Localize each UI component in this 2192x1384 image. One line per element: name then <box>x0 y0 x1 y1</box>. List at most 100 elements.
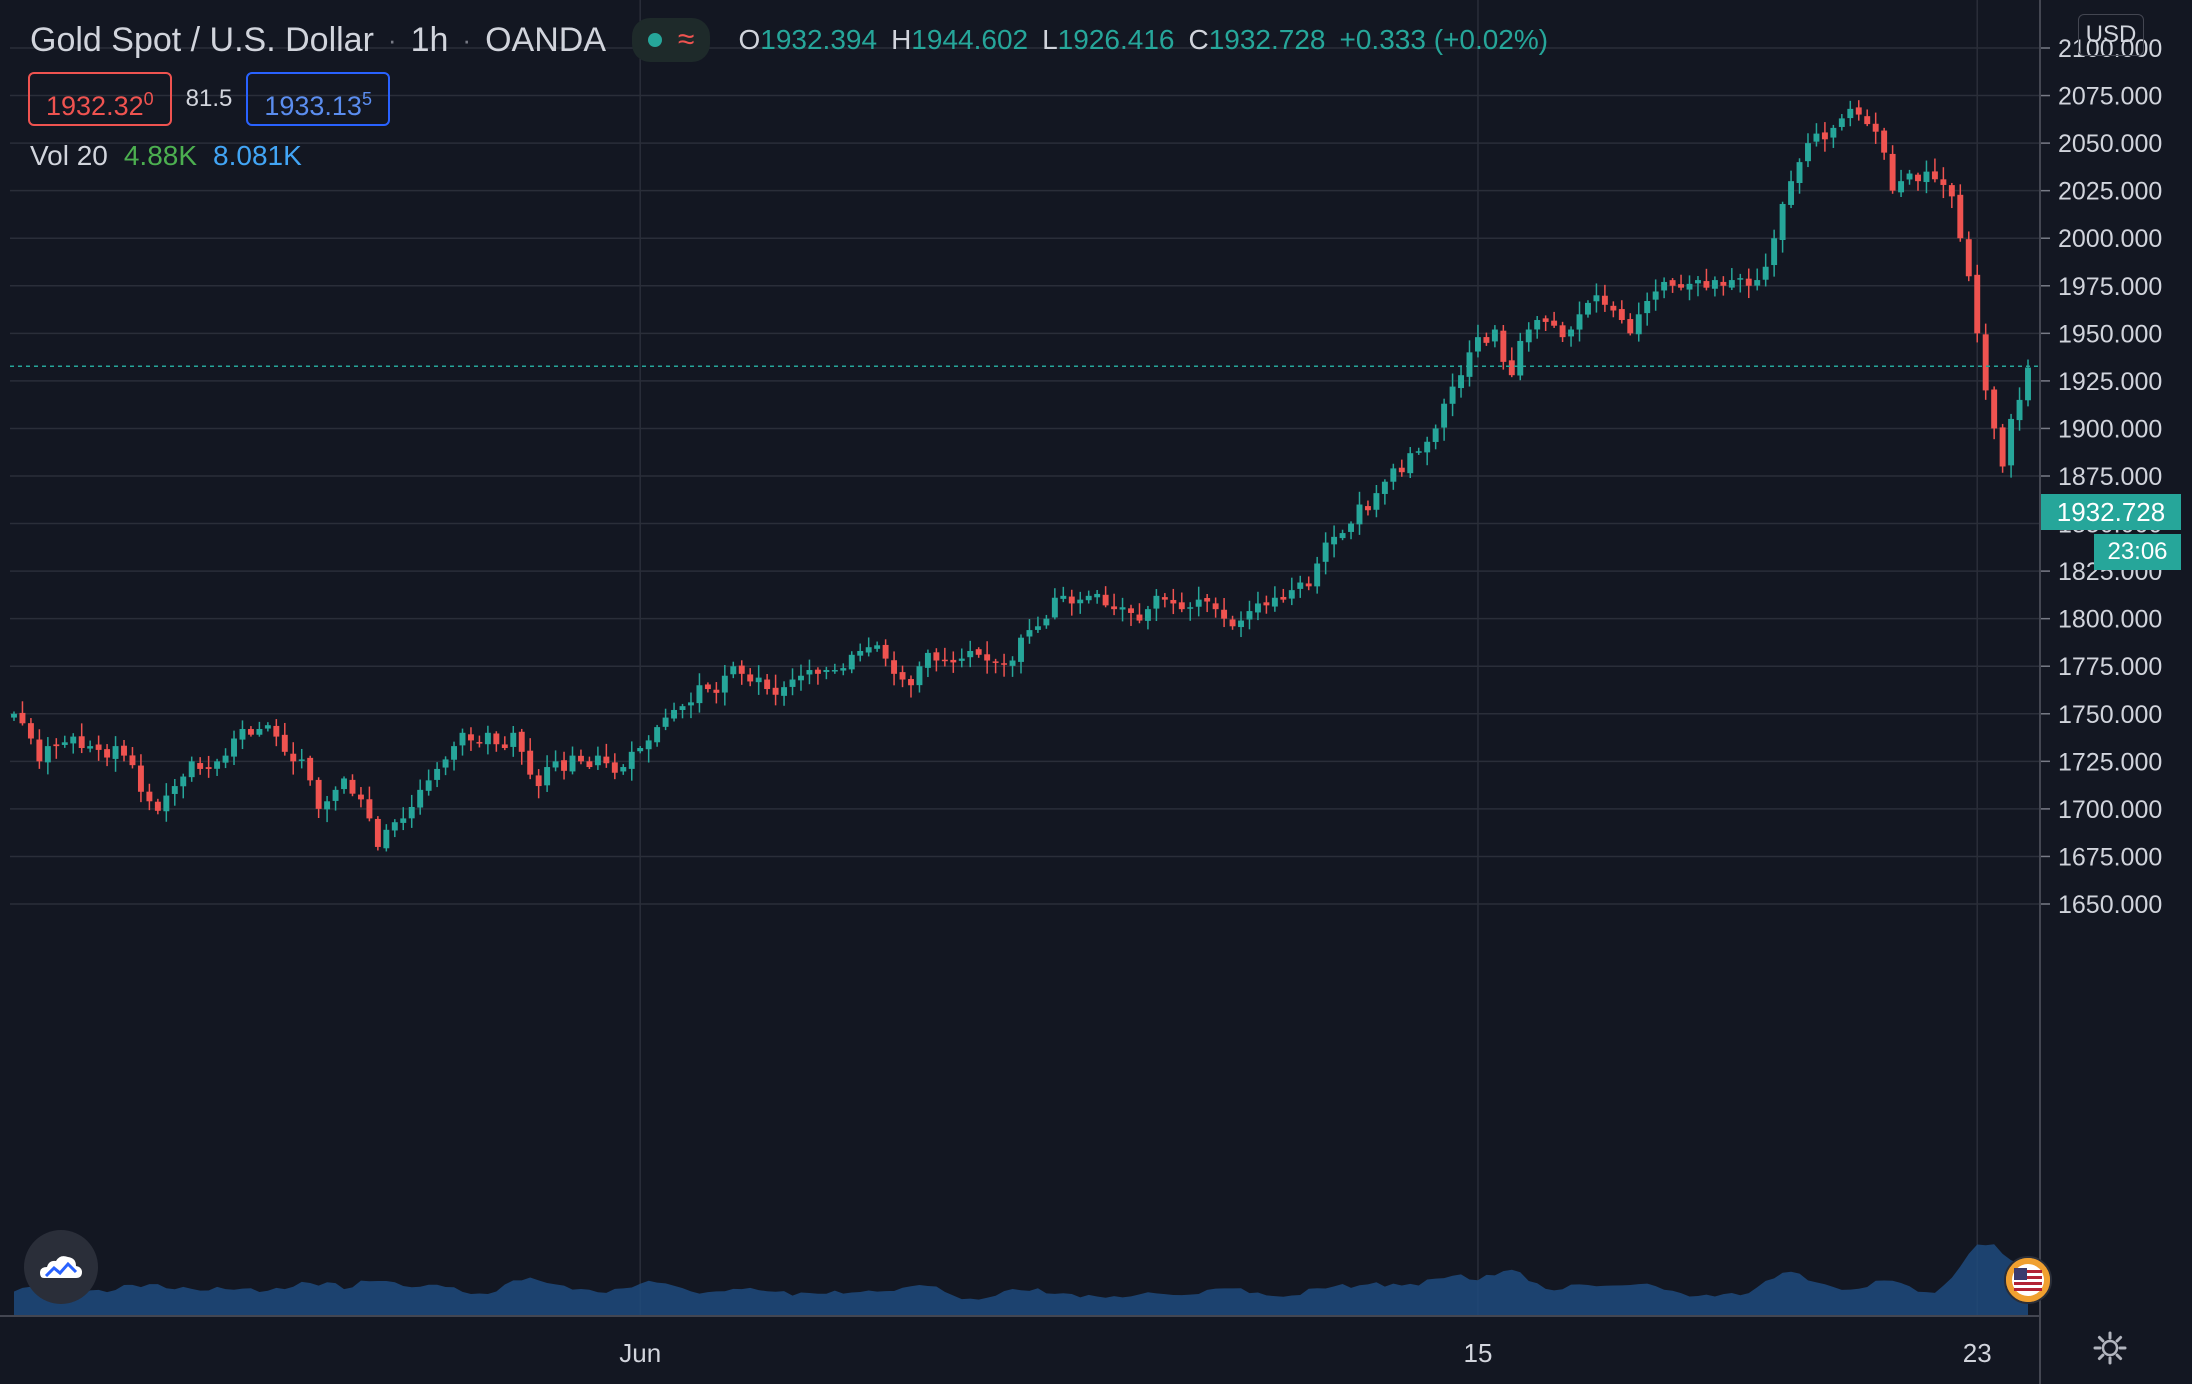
candle <box>366 786 373 822</box>
volume-value-2: 8.081K <box>213 140 302 171</box>
candle-body <box>1915 174 1921 182</box>
candle-body <box>1711 280 1718 289</box>
candle <box>1348 521 1354 540</box>
candle <box>1280 588 1287 603</box>
candle-body <box>70 736 77 744</box>
candle-body <box>730 666 737 675</box>
candle <box>154 798 161 815</box>
candle-body <box>374 818 381 847</box>
candle <box>1009 656 1016 677</box>
candle-body <box>1018 637 1024 662</box>
candle <box>1788 170 1795 209</box>
candle-body <box>324 801 331 810</box>
legend-separator: · <box>387 24 397 55</box>
buy-price-button[interactable]: 1933.135 <box>246 72 390 126</box>
candle-body <box>425 780 432 791</box>
candle <box>831 663 838 674</box>
candle <box>1432 424 1439 450</box>
candle <box>1026 619 1033 644</box>
candle-body <box>1153 595 1160 609</box>
open-label: O <box>738 24 761 55</box>
candle-body <box>1805 143 1811 162</box>
candle <box>1339 529 1346 541</box>
candle-body <box>899 672 906 680</box>
candle <box>214 758 221 776</box>
candle <box>1948 182 1955 209</box>
price-axis-label: 1875.000 <box>2058 463 2162 491</box>
candle-body <box>1813 133 1820 142</box>
candle-body <box>19 712 26 724</box>
candle-body <box>349 779 356 794</box>
candle-body <box>1212 603 1219 610</box>
tradingview-logo-icon[interactable] <box>24 1230 98 1304</box>
candle-body <box>307 757 314 781</box>
candle-body <box>2016 399 2023 421</box>
candle <box>1881 127 1888 160</box>
candle <box>1889 145 1896 194</box>
candle <box>1585 300 1591 318</box>
candle-body <box>772 687 779 695</box>
candle <box>552 750 559 772</box>
candle-body <box>1838 118 1845 127</box>
us-flag-icon[interactable] <box>2004 1256 2052 1304</box>
candle-body <box>1390 468 1397 482</box>
candle <box>1644 292 1651 326</box>
volume-area <box>14 1244 2028 1316</box>
candle-body <box>1872 123 1879 132</box>
candle <box>1246 600 1253 630</box>
market-status-pill[interactable]: ≈ <box>632 18 711 62</box>
candle <box>688 692 694 719</box>
close-value: 1932.728 <box>1208 24 1326 55</box>
price-axis-label: 1700.000 <box>2058 796 2162 824</box>
open-value: 1932.394 <box>760 24 878 55</box>
candle-body <box>1187 607 1194 609</box>
candle-body <box>764 679 771 690</box>
candle <box>1669 278 1676 293</box>
candle <box>730 661 737 679</box>
currency-button[interactable]: USD <box>2078 14 2144 56</box>
candle <box>78 723 85 754</box>
bar-countdown-tag: 23:06 <box>2094 534 2181 570</box>
symbol-name[interactable]: Gold Spot / U.S. Dollar <box>30 20 374 59</box>
candle <box>1381 479 1388 505</box>
candle-body <box>290 753 297 762</box>
volume-legend[interactable]: Vol 20 4.88K 8.081K <box>30 140 302 172</box>
candle-body <box>154 801 161 811</box>
candle-body <box>1855 107 1862 115</box>
candle-body <box>1661 281 1668 291</box>
candle <box>188 756 195 782</box>
candle-body <box>451 746 457 760</box>
interval-label[interactable]: 1h <box>410 20 449 59</box>
candle <box>823 666 830 680</box>
volume-value-1: 4.88K <box>123 140 198 171</box>
candle-body <box>121 745 127 756</box>
candle-body <box>247 729 254 735</box>
candle-body <box>908 679 914 686</box>
candle <box>417 779 424 815</box>
candle-body <box>1720 281 1727 286</box>
symbol-legend[interactable]: Gold Spot / U.S. Dollar · 1h · OANDA ≈ O… <box>30 14 1548 66</box>
candle <box>1229 615 1236 630</box>
candle-body <box>1441 403 1448 428</box>
candle-body <box>1170 599 1177 604</box>
sell-price-button[interactable]: 1932.320 <box>28 72 172 126</box>
settings-gear-icon[interactable] <box>2092 1330 2128 1366</box>
candle-body <box>36 739 43 762</box>
candle <box>36 729 43 769</box>
candle-body <box>1568 329 1575 337</box>
candle-body <box>417 789 424 808</box>
candle <box>1043 614 1050 629</box>
candle <box>95 735 102 761</box>
candle <box>781 681 788 706</box>
candle-body <box>1136 614 1143 621</box>
candle-body <box>544 767 551 786</box>
candle-body <box>273 725 280 737</box>
legend-separator: · <box>462 24 472 55</box>
candle-body <box>53 744 60 747</box>
candle-body <box>865 647 872 653</box>
price-axis-label: 1900.000 <box>2058 415 2162 443</box>
time-axis-label: 23 <box>1963 1338 1992 1368</box>
candle <box>11 711 17 721</box>
candle-body <box>654 727 661 743</box>
